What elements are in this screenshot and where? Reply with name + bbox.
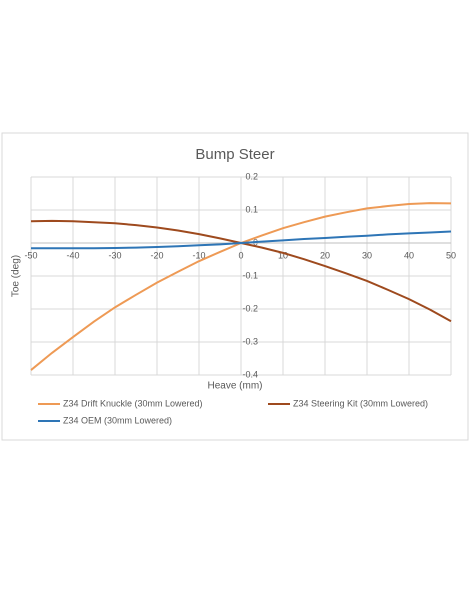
x-tick-label: 20 xyxy=(320,250,330,260)
x-tick-label: 30 xyxy=(362,250,372,260)
x-tick-label: -10 xyxy=(192,250,205,260)
chart-title: Bump Steer xyxy=(195,146,274,163)
y-tick-label: 0.2 xyxy=(245,171,258,181)
x-tick-label: 50 xyxy=(446,250,456,260)
y-tick-label: -0.1 xyxy=(242,270,258,280)
y-tick-label: -0.2 xyxy=(242,303,258,313)
x-axis-title: Heave (mm) xyxy=(207,381,262,392)
chart-border xyxy=(1,132,469,441)
legend-label: Z34 OEM (30mm Lowered) xyxy=(63,415,172,425)
x-tick-label: 40 xyxy=(404,250,414,260)
legend-label: Z34 Steering Kit (30mm Lowered) xyxy=(293,398,428,408)
legend-label: Z34 Drift Knuckle (30mm Lowered) xyxy=(63,398,203,408)
series-line xyxy=(31,230,452,250)
y-tick-label: -0.4 xyxy=(242,369,258,379)
y-tick-label: 0.1 xyxy=(245,204,258,214)
x-tick-label: -20 xyxy=(150,250,163,260)
y-axis-title: Toe (deg) xyxy=(11,255,22,297)
x-tick-label: 10 xyxy=(278,250,288,260)
x-tick-label: -50 xyxy=(24,250,37,260)
x-tick-label: -30 xyxy=(108,250,121,260)
x-tick-label: -40 xyxy=(66,250,79,260)
x-tick-label: 0 xyxy=(238,250,243,260)
y-tick-label: -0.3 xyxy=(242,336,258,346)
